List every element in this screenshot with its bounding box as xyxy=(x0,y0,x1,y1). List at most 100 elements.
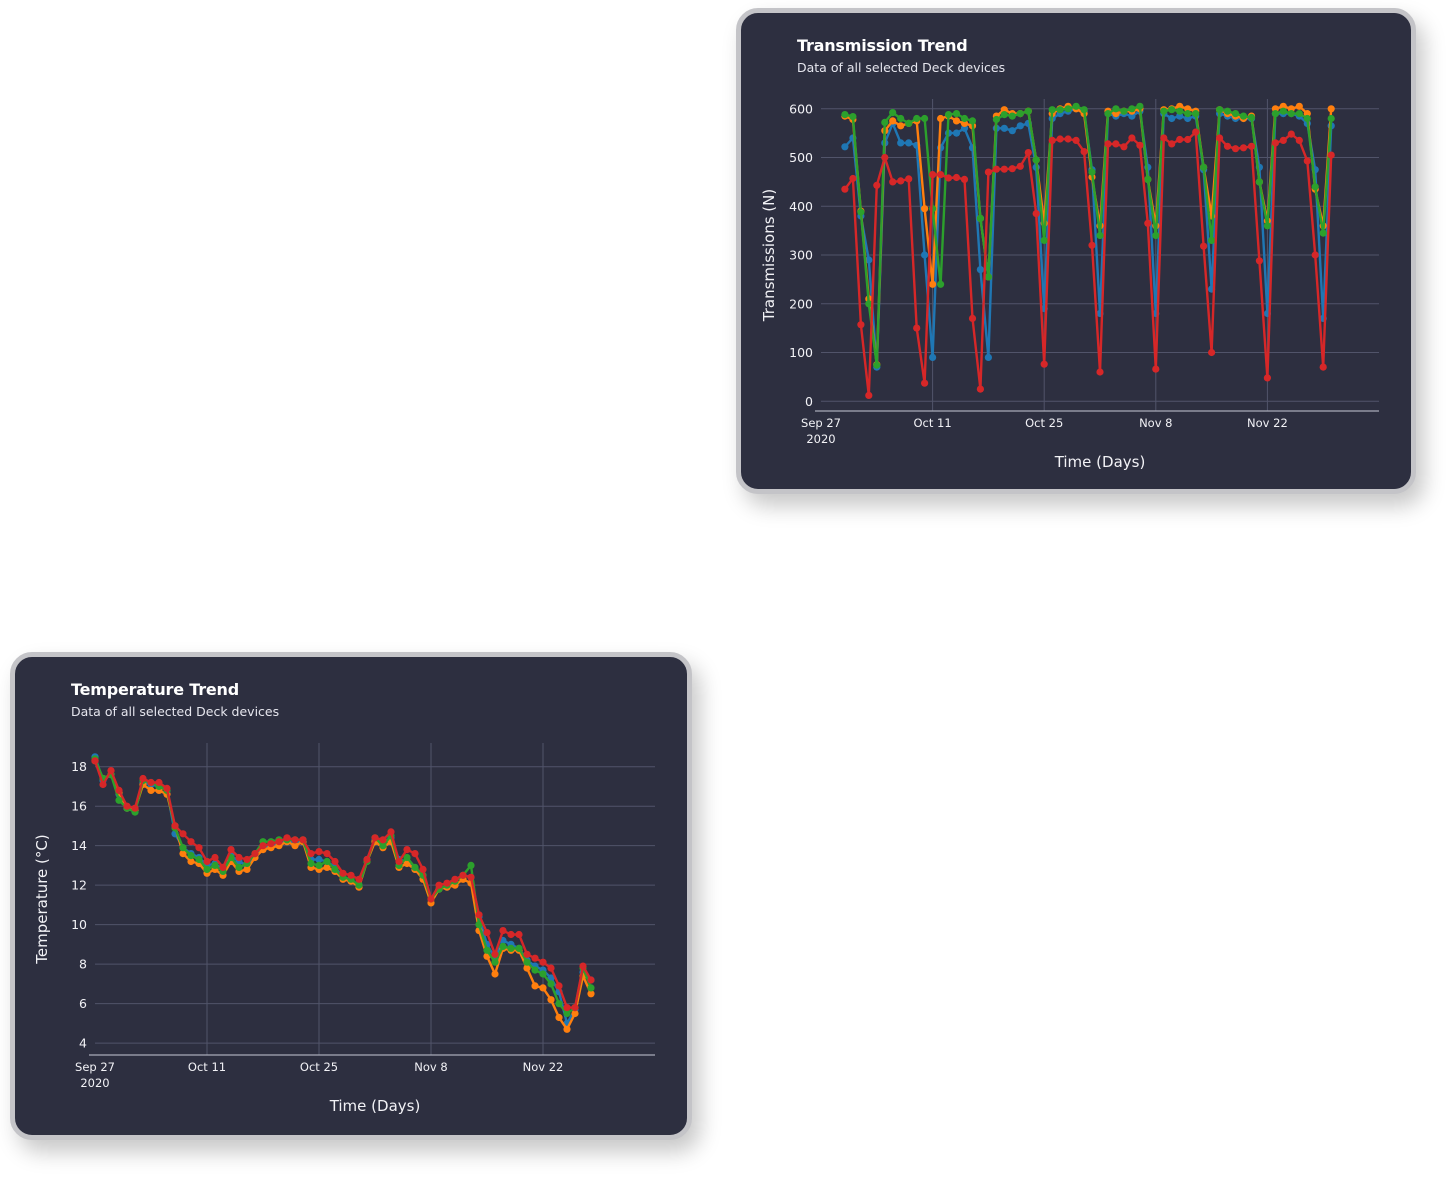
data-point xyxy=(555,1000,563,1008)
transmission-trend-card: Transmission Trend Data of all selected … xyxy=(736,8,1416,494)
data-point xyxy=(1295,102,1303,110)
data-point xyxy=(411,850,419,858)
data-point xyxy=(435,881,443,889)
data-point xyxy=(1088,168,1096,176)
data-point xyxy=(1136,102,1144,110)
data-point xyxy=(1152,365,1160,373)
data-point xyxy=(235,863,243,871)
data-point xyxy=(1319,229,1327,237)
data-point xyxy=(857,321,865,329)
y-tick-label: 10 xyxy=(71,917,87,932)
data-point xyxy=(459,871,467,879)
data-point xyxy=(291,836,299,844)
data-point xyxy=(187,838,195,846)
data-point xyxy=(952,129,961,137)
data-point xyxy=(1295,110,1303,118)
data-point xyxy=(921,379,929,387)
data-point xyxy=(419,865,427,873)
data-point xyxy=(403,859,411,868)
series-line-4 xyxy=(93,760,593,1009)
data-point xyxy=(976,266,984,274)
data-point xyxy=(163,784,171,792)
data-point xyxy=(291,842,299,850)
data-point xyxy=(379,842,387,850)
data-point xyxy=(315,861,323,869)
data-point xyxy=(371,834,379,842)
x-tick-label: Nov 22 xyxy=(1247,416,1288,430)
data-point xyxy=(267,840,275,848)
data-point xyxy=(195,855,203,864)
data-point xyxy=(952,173,961,182)
y-tick-label: 300 xyxy=(789,248,813,263)
data-point xyxy=(1271,139,1279,147)
data-point xyxy=(849,113,857,121)
x-tick-label: Sep 27 xyxy=(75,1060,115,1074)
data-point xyxy=(881,118,889,126)
data-point xyxy=(905,175,913,183)
data-point xyxy=(307,859,315,868)
data-point xyxy=(1008,127,1016,135)
data-point xyxy=(531,982,539,990)
data-point xyxy=(563,1004,571,1012)
data-point xyxy=(539,958,547,966)
data-point xyxy=(547,964,555,972)
data-point xyxy=(147,778,155,787)
data-point xyxy=(507,944,515,952)
x-tick-label-year: 2020 xyxy=(80,1076,109,1090)
temperature-trend-chart: 4 6 8 10 12 14 16 18 Sep 27 2020 Oct 11 Oct 25 Nov 8… xyxy=(33,743,655,1115)
data-point xyxy=(483,929,491,937)
data-point xyxy=(1144,175,1152,183)
data-point xyxy=(960,175,969,183)
data-point xyxy=(1168,114,1176,123)
data-point xyxy=(1279,136,1287,144)
data-point xyxy=(1160,134,1168,142)
data-point xyxy=(889,117,897,125)
data-point xyxy=(195,844,203,852)
data-point xyxy=(937,280,945,288)
data-point xyxy=(323,857,331,866)
data-point xyxy=(299,836,307,844)
data-point xyxy=(1032,156,1040,164)
data-point xyxy=(992,165,1000,173)
data-point xyxy=(227,846,235,854)
data-point xyxy=(331,865,339,873)
data-point xyxy=(1247,113,1256,122)
data-point xyxy=(1136,141,1144,149)
data-point xyxy=(107,767,115,775)
data-point xyxy=(211,861,219,869)
data-point xyxy=(403,846,411,854)
data-point xyxy=(849,174,857,183)
data-point xyxy=(539,984,547,992)
y-tick-label: 0 xyxy=(805,394,813,409)
y-tick-label: 200 xyxy=(789,296,813,311)
data-point xyxy=(1311,183,1319,191)
data-point xyxy=(315,848,323,856)
data-point xyxy=(1040,236,1048,244)
data-point xyxy=(587,976,595,984)
data-point xyxy=(921,114,929,123)
data-point xyxy=(1168,106,1176,114)
data-point xyxy=(555,1013,563,1022)
data-point xyxy=(1319,363,1327,371)
data-point xyxy=(355,881,363,889)
x-tick-label: Oct 25 xyxy=(1025,416,1063,430)
data-point xyxy=(1112,140,1120,148)
y-tick-label: 6 xyxy=(79,996,87,1011)
data-point xyxy=(571,1009,579,1018)
x-tick-label: Nov 8 xyxy=(414,1060,447,1074)
transmission-trend-chart: 0 100 200 300 400 500 600 Sep 27 2020 Oct 11 Oct 2… xyxy=(760,99,1379,471)
data-point xyxy=(1080,106,1088,114)
y-tick-label: 16 xyxy=(71,799,87,814)
x-axis-title: Time (Days) xyxy=(1054,453,1146,471)
data-point xyxy=(1263,222,1271,230)
data-point xyxy=(1263,374,1271,382)
data-point xyxy=(1024,107,1032,115)
data-point xyxy=(1128,105,1136,113)
x-tick-label: Sep 27 xyxy=(801,416,841,430)
data-point xyxy=(976,385,984,393)
y-axis-title: Temperature (°C) xyxy=(33,834,51,964)
x-tick-label: Oct 11 xyxy=(914,416,952,430)
y-tick-label: 18 xyxy=(71,759,87,774)
data-point xyxy=(1160,107,1168,115)
data-point xyxy=(1208,236,1216,244)
